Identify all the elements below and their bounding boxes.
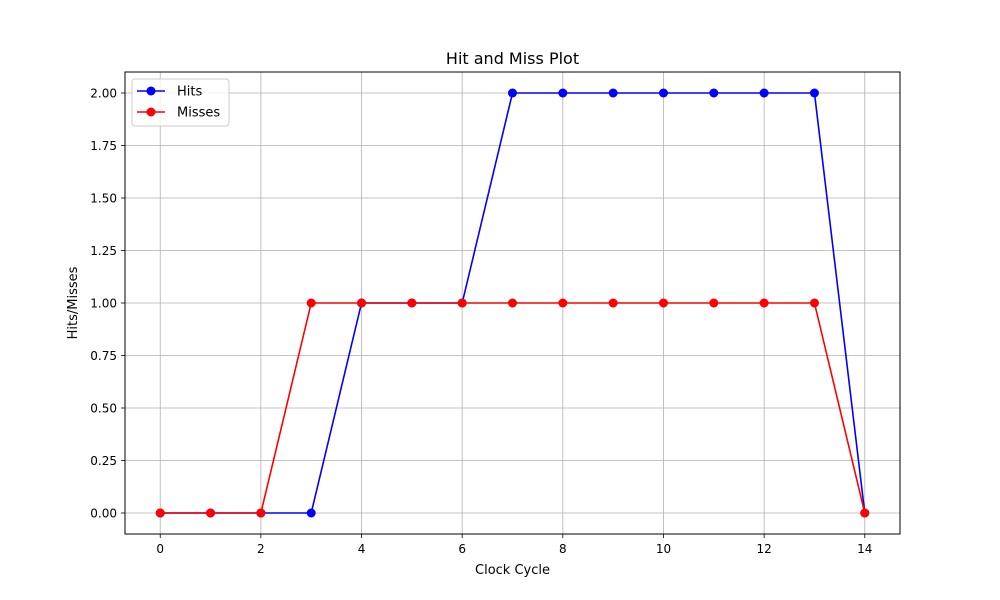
data-point-misses xyxy=(206,508,216,518)
data-point-misses xyxy=(306,298,316,308)
tick-layer: 0 2 4 6 8 10 12 14 0.00 0.25 0.50 0.75 1.00 1.25 1.50 1… xyxy=(90,87,872,557)
data-point-misses xyxy=(256,508,266,518)
y-tick-label: 2.00 xyxy=(90,87,117,101)
y-tick-label: 0.50 xyxy=(90,402,117,416)
y-tick-label: 0.25 xyxy=(90,454,117,468)
data-point-misses xyxy=(709,298,719,308)
y-tick-label: 1.75 xyxy=(90,139,117,153)
legend-misses-label: Misses xyxy=(177,106,220,121)
legend-misses-marker xyxy=(146,107,156,117)
data-point-hits xyxy=(809,88,819,98)
data-point-misses xyxy=(608,298,618,308)
y-tick-label: 0.00 xyxy=(90,507,117,521)
data-point-hits xyxy=(709,88,719,98)
chart-title: Hit and Miss Plot xyxy=(446,49,579,68)
data-point-misses xyxy=(759,298,769,308)
series-layer xyxy=(155,88,870,518)
data-point-misses xyxy=(809,298,819,308)
data-point-hits xyxy=(306,508,316,518)
data-point-hits xyxy=(658,88,668,98)
data-point-misses xyxy=(155,508,165,518)
x-tick-label: 10 xyxy=(656,542,671,556)
data-point-hits xyxy=(508,88,517,98)
data-point-misses xyxy=(860,508,870,518)
legend: Hits Misses xyxy=(131,78,230,127)
x-tick-label: 12 xyxy=(756,542,771,556)
x-axis-label: Clock Cycle xyxy=(475,563,550,578)
data-point-hits xyxy=(759,88,769,98)
legend-hits-marker xyxy=(146,86,156,96)
data-point-misses xyxy=(658,298,668,308)
legend-hits-label: Hits xyxy=(177,85,202,100)
data-point-misses xyxy=(357,298,367,308)
data-point-misses xyxy=(508,298,517,308)
y-tick-label: 1.50 xyxy=(90,192,117,206)
data-point-misses xyxy=(457,298,467,308)
y-tick-label: 1.25 xyxy=(90,244,117,258)
data-point-misses xyxy=(407,298,417,308)
x-tick-label: 4 xyxy=(358,542,366,556)
x-tick-label: 2 xyxy=(257,542,265,556)
y-axis-label: Hits/Misses xyxy=(66,266,81,339)
data-point-hits xyxy=(608,88,618,98)
data-point-misses xyxy=(558,298,568,308)
data-point-hits xyxy=(558,88,568,98)
x-tick-label: 6 xyxy=(458,542,466,556)
series-misses xyxy=(155,298,870,518)
x-tick-label: 14 xyxy=(857,542,872,556)
y-tick-label: 1.00 xyxy=(90,297,117,311)
y-tick-label: 0.75 xyxy=(90,349,117,363)
x-tick-label: 8 xyxy=(559,542,567,556)
x-tick-label: 0 xyxy=(156,542,164,556)
